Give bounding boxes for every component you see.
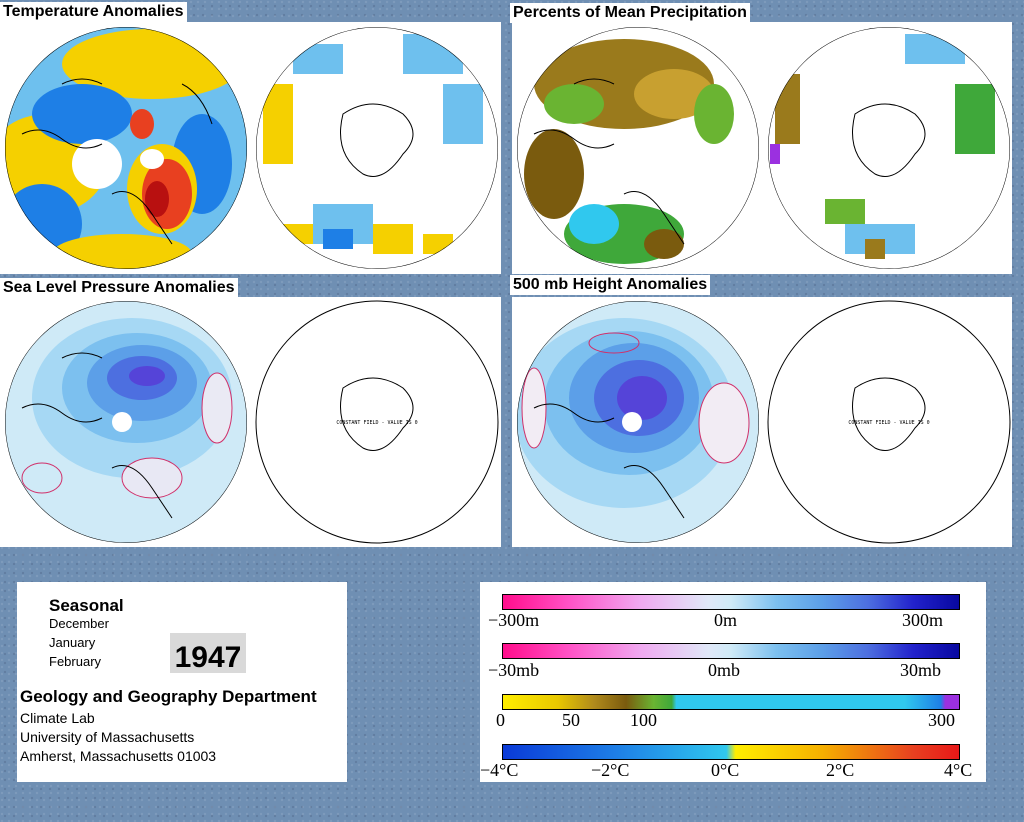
legend-box: −300m 0m 300m −30mb 0mb 30mb 0 50 100 30… [480, 582, 986, 782]
height500-panel: CONSTANT FIELD - VALUE IS 0 [512, 297, 1012, 547]
height-label-max: 300m [902, 610, 944, 630]
pressure-label-mid: 0mb [708, 660, 741, 680]
precip-colorbar [502, 694, 960, 710]
precipitation-map-nh [517, 27, 759, 269]
temp-label-0: 0°C [711, 760, 740, 780]
temperature-map-sh [256, 27, 498, 269]
slp-constant-text: CONSTANT FIELD - VALUE IS 0 [336, 420, 417, 426]
temp-colorbar [502, 744, 960, 760]
address-line-3: Amherst, Massachusetts 01003 [20, 748, 217, 764]
slp-title: Sea Level Pressure Anomalies [0, 278, 238, 298]
precipitation-panel [512, 22, 1012, 274]
height-label-mid: 0m [714, 610, 738, 630]
temperature-panel [0, 22, 501, 274]
height500-map-nh [517, 301, 759, 543]
year-label: 1947 [170, 633, 246, 674]
precip-label-300: 300 [928, 710, 955, 730]
slp-map-nh [5, 301, 247, 543]
temp-label-neg2: −2°C [591, 760, 630, 780]
month-december: December [49, 616, 109, 631]
temp-label-2: 2°C [826, 760, 855, 780]
temp-label-4: 4°C [944, 760, 973, 780]
precip-label-50: 50 [562, 710, 580, 730]
pressure-colorbar [502, 643, 960, 659]
height500-map-sh: CONSTANT FIELD - VALUE IS 0 [767, 300, 1011, 544]
pressure-label-min: −30mb [488, 660, 540, 680]
slp-panel: CONSTANT FIELD - VALUE IS 0 [0, 297, 501, 547]
temperature-map-nh [5, 27, 247, 269]
address-line-2: University of Massachusetts [20, 729, 195, 745]
precipitation-title: Percents of Mean Precipitation [510, 3, 750, 23]
temperature-title: Temperature Anomalies [0, 2, 187, 22]
slp-map-sh: CONSTANT FIELD - VALUE IS 0 [255, 300, 499, 544]
department-title: Geology and Geography Department [20, 687, 317, 706]
height-label-min: −300m [488, 610, 540, 630]
precipitation-map-sh [768, 27, 1010, 269]
precip-label-100: 100 [630, 710, 657, 730]
pressure-label-max: 30mb [900, 660, 942, 680]
height500-title: 500 mb Height Anomalies [510, 275, 711, 295]
season-label: Seasonal [49, 596, 124, 615]
month-january: January [49, 635, 96, 650]
temp-label-neg4: −4°C [480, 760, 519, 780]
month-february: February [49, 654, 102, 669]
height-colorbar [502, 594, 960, 610]
height500-constant-text: CONSTANT FIELD - VALUE IS 0 [848, 420, 929, 426]
info-box: Seasonal December January February Geolo… [17, 582, 347, 782]
precip-label-0: 0 [496, 710, 505, 730]
address-line-1: Climate Lab [20, 710, 95, 726]
